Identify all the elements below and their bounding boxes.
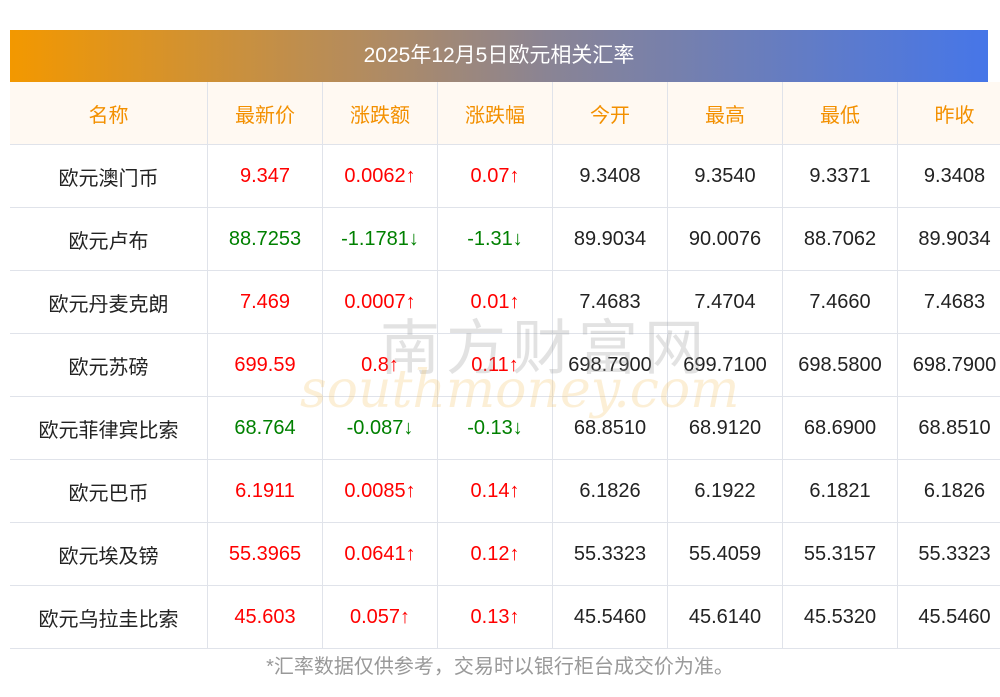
cell-price: 699.59 [207, 333, 323, 397]
column-header: 最高 [667, 82, 783, 145]
cell-price: 6.1911 [207, 459, 323, 523]
cell-name: 欧元菲律宾比索 [10, 396, 208, 460]
cell-pct: -1.31↓ [437, 207, 553, 271]
table-row: 欧元卢布 88.7253 -1.1781↓ -1.31↓ 89.9034 90.0076 8… [10, 207, 1000, 271]
cell-price: 88.7253 [207, 207, 323, 271]
column-header: 最新价 [207, 82, 323, 145]
cell-change: 0.0062↑ [322, 144, 438, 208]
table-row: 欧元埃及镑 55.3965 0.0641↑ 0.12↑ 55.3323 55.4059 55… [10, 522, 1000, 586]
table-row: 欧元菲律宾比索 68.764 -0.087↓ -0.13↓ 68.8510 68.9120… [10, 396, 1000, 460]
cell-pct: -0.13↓ [437, 396, 553, 460]
cell-prev: 9.3408 [897, 144, 1000, 208]
cell-open: 698.7900 [552, 333, 668, 397]
table-row: 欧元巴币 6.1911 0.0085↑ 0.14↑ 6.1826 6.1922 6.1821… [10, 459, 1000, 523]
cell-high: 7.4704 [667, 270, 783, 334]
cell-change: 0.0085↑ [322, 459, 438, 523]
cell-high: 9.3540 [667, 144, 783, 208]
exchange-rate-table: 名称 最新价 涨跌额 涨跌幅 今开 最高 最低 昨收 欧元澳门币 9.347 0.0062↑ 0.0… [10, 82, 1000, 649]
table-row: 欧元苏磅 699.59 0.8↑ 0.11↑ 698.7900 699.7100 698.5… [10, 333, 1000, 397]
column-header: 名称 [10, 82, 208, 145]
cell-price: 9.347 [207, 144, 323, 208]
cell-low: 45.5320 [782, 585, 898, 649]
cell-high: 68.9120 [667, 396, 783, 460]
cell-change: 0.0007↑ [322, 270, 438, 334]
cell-price: 7.469 [207, 270, 323, 334]
cell-open: 7.4683 [552, 270, 668, 334]
cell-pct: 0.13↑ [437, 585, 553, 649]
cell-change: -0.087↓ [322, 396, 438, 460]
column-header: 今开 [552, 82, 668, 145]
cell-low: 55.3157 [782, 522, 898, 586]
cell-open: 45.5460 [552, 585, 668, 649]
cell-price: 45.603 [207, 585, 323, 649]
cell-pct: 0.11↑ [437, 333, 553, 397]
cell-high: 6.1922 [667, 459, 783, 523]
cell-open: 55.3323 [552, 522, 668, 586]
cell-name: 欧元埃及镑 [10, 522, 208, 586]
cell-open: 9.3408 [552, 144, 668, 208]
cell-open: 68.8510 [552, 396, 668, 460]
cell-name: 欧元巴币 [10, 459, 208, 523]
cell-prev: 698.7900 [897, 333, 1000, 397]
header-row: 名称 最新价 涨跌额 涨跌幅 今开 最高 最低 昨收 [10, 82, 1000, 145]
cell-high: 699.7100 [667, 333, 783, 397]
cell-open: 89.9034 [552, 207, 668, 271]
cell-prev: 89.9034 [897, 207, 1000, 271]
cell-name: 欧元乌拉圭比索 [10, 585, 208, 649]
footer-note: *汇率数据仅供参考，交易时以银行柜台成交价为准。 [266, 656, 734, 678]
cell-change: 0.8↑ [322, 333, 438, 397]
cell-low: 9.3371 [782, 144, 898, 208]
cell-open: 6.1826 [552, 459, 668, 523]
cell-change: 0.057↑ [322, 585, 438, 649]
cell-name: 欧元澳门币 [10, 144, 208, 208]
cell-price: 68.764 [207, 396, 323, 460]
cell-low: 68.6900 [782, 396, 898, 460]
cell-prev: 7.4683 [897, 270, 1000, 334]
cell-prev: 55.3323 [897, 522, 1000, 586]
cell-high: 90.0076 [667, 207, 783, 271]
table-title: 2025年12月5日欧元相关汇率 [10, 30, 988, 82]
cell-low: 7.4660 [782, 270, 898, 334]
cell-pct: 0.12↑ [437, 522, 553, 586]
cell-change: -1.1781↓ [322, 207, 438, 271]
column-header: 昨收 [897, 82, 1000, 145]
cell-low: 6.1821 [782, 459, 898, 523]
cell-name: 欧元苏磅 [10, 333, 208, 397]
cell-pct: 0.01↑ [437, 270, 553, 334]
cell-name: 欧元卢布 [10, 207, 208, 271]
cell-high: 45.6140 [667, 585, 783, 649]
table-row: 欧元丹麦克朗 7.469 0.0007↑ 0.01↑ 7.4683 7.4704 7.466… [10, 270, 1000, 334]
cell-prev: 68.8510 [897, 396, 1000, 460]
column-header: 最低 [782, 82, 898, 145]
cell-pct: 0.14↑ [437, 459, 553, 523]
cell-prev: 6.1826 [897, 459, 1000, 523]
cell-low: 88.7062 [782, 207, 898, 271]
cell-prev: 45.5460 [897, 585, 1000, 649]
cell-low: 698.5800 [782, 333, 898, 397]
cell-high: 55.4059 [667, 522, 783, 586]
table-row: 欧元乌拉圭比索 45.603 0.057↑ 0.13↑ 45.5460 45.6140 45… [10, 585, 1000, 649]
column-header: 涨跌幅 [437, 82, 553, 145]
cell-price: 55.3965 [207, 522, 323, 586]
column-header: 涨跌额 [322, 82, 438, 145]
table-row: 欧元澳门币 9.347 0.0062↑ 0.07↑ 9.3408 9.3540 9.3371… [10, 144, 1000, 208]
cell-pct: 0.07↑ [437, 144, 553, 208]
cell-name: 欧元丹麦克朗 [10, 270, 208, 334]
cell-change: 0.0641↑ [322, 522, 438, 586]
